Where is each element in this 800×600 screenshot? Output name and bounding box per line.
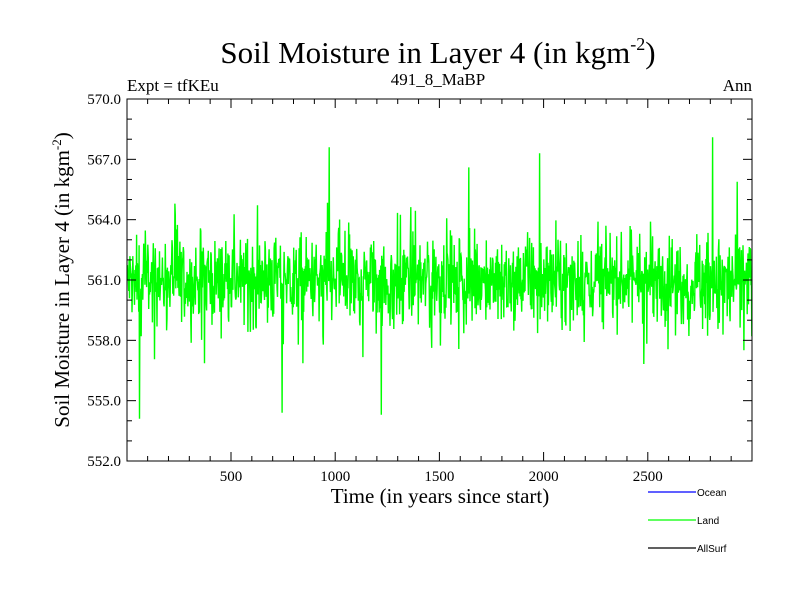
chart-title: Soil Moisture in Layer 4 (in kgm-2) <box>220 34 655 70</box>
chart-title-main: Soil Moisture in Layer 4 (in kgm <box>220 35 630 70</box>
y-tick-label: 555.0 <box>87 394 121 410</box>
subtitle-left: Expt = tfKEu <box>127 76 219 95</box>
y-axis-label-main: Soil Moisture in Layer 4 (in kgm <box>50 150 74 428</box>
x-tick-label: 1500 <box>424 469 454 485</box>
x-tick-label: 1000 <box>320 469 350 485</box>
y-tick-label: 561.0 <box>87 273 121 289</box>
series-land-line <box>127 137 752 419</box>
y-tick-label: 552.0 <box>87 454 121 470</box>
x-tick-label: 2500 <box>633 469 663 485</box>
x-axis: 500 1000 1500 2000 2500 <box>147 99 732 485</box>
subtitle-center: 491_8_MaBP <box>391 70 485 89</box>
legend-label-ocean: Ocean <box>697 488 726 499</box>
y-tick-label: 558.0 <box>87 333 121 349</box>
y-axis-label-tail: ) <box>50 132 74 139</box>
x-tick-label: 500 <box>220 469 243 485</box>
subtitle-right: Ann <box>723 76 753 95</box>
y-axis-label-exponent: -2 <box>49 139 64 150</box>
chart-title-exponent: -2 <box>630 34 645 54</box>
x-tick-label: 2000 <box>529 469 559 485</box>
y-axis-label: Soil Moisture in Layer 4 (in kgm-2) <box>49 132 74 427</box>
y-tick-label: 564.0 <box>87 213 121 229</box>
legend-label-allsurf: AllSurf <box>697 544 727 555</box>
legend: Ocean Land AllSurf <box>648 488 727 555</box>
chart-title-tail: ) <box>645 35 655 70</box>
y-tick-label: 567.0 <box>87 152 121 168</box>
legend-label-land: Land <box>697 516 719 527</box>
y-axis: 552.0 555.0 558.0 561.0 564.0 567.0 570.0 <box>87 92 752 470</box>
land-series-path <box>127 137 752 419</box>
y-tick-label: 570.0 <box>87 92 121 108</box>
x-axis-label: Time (in years since start) <box>331 484 550 508</box>
